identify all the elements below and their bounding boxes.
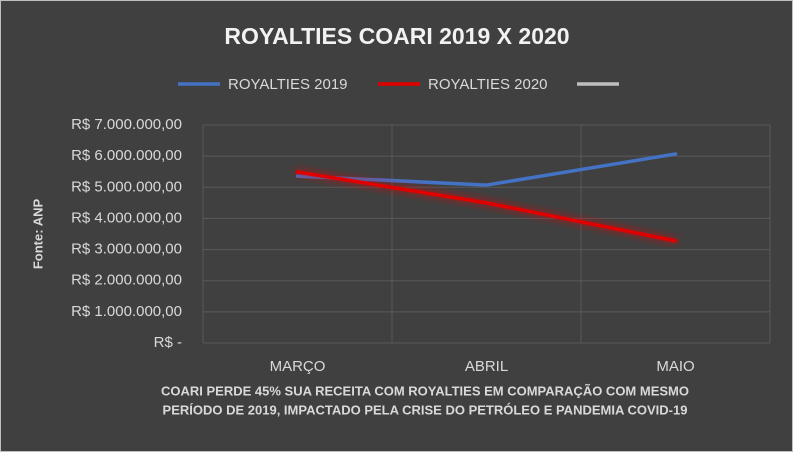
x-tick-label: ABRIL xyxy=(465,358,508,375)
series-line xyxy=(295,152,678,187)
y-tick-label: R$ - xyxy=(154,334,182,351)
y-tick-label: R$ 1.000.000,00 xyxy=(71,303,182,320)
chart-title: ROYALTIES COARI 2019 X 2020 xyxy=(224,23,569,49)
x-tick-label: MAIO xyxy=(656,358,694,375)
annotation: PERÍODO DE 2019, IMPACTADO PELA CRISE DO… xyxy=(163,402,688,417)
annotation: COARI PERDE 45% SUA RECEITA COM ROYALTIE… xyxy=(161,383,689,398)
y-tick-label: R$ 7.000.000,00 xyxy=(71,116,182,133)
legend-label: ROYALTIES 2020 xyxy=(428,76,548,93)
legend-label: ROYALTIES 2019 xyxy=(228,76,348,93)
y-tick-label: R$ 5.000.000,00 xyxy=(71,178,182,195)
y-tick-label: R$ 6.000.000,00 xyxy=(71,147,182,164)
y-tick-label: R$ 2.000.000,00 xyxy=(71,272,182,289)
x-tick-label: MARÇO xyxy=(270,358,326,375)
y-tick-label: R$ 4.000.000,00 xyxy=(71,209,182,226)
series-line xyxy=(295,170,678,243)
y-tick-label: R$ 3.000.000,00 xyxy=(71,241,182,258)
y-axis-label: Fonte: ANP xyxy=(30,199,45,270)
